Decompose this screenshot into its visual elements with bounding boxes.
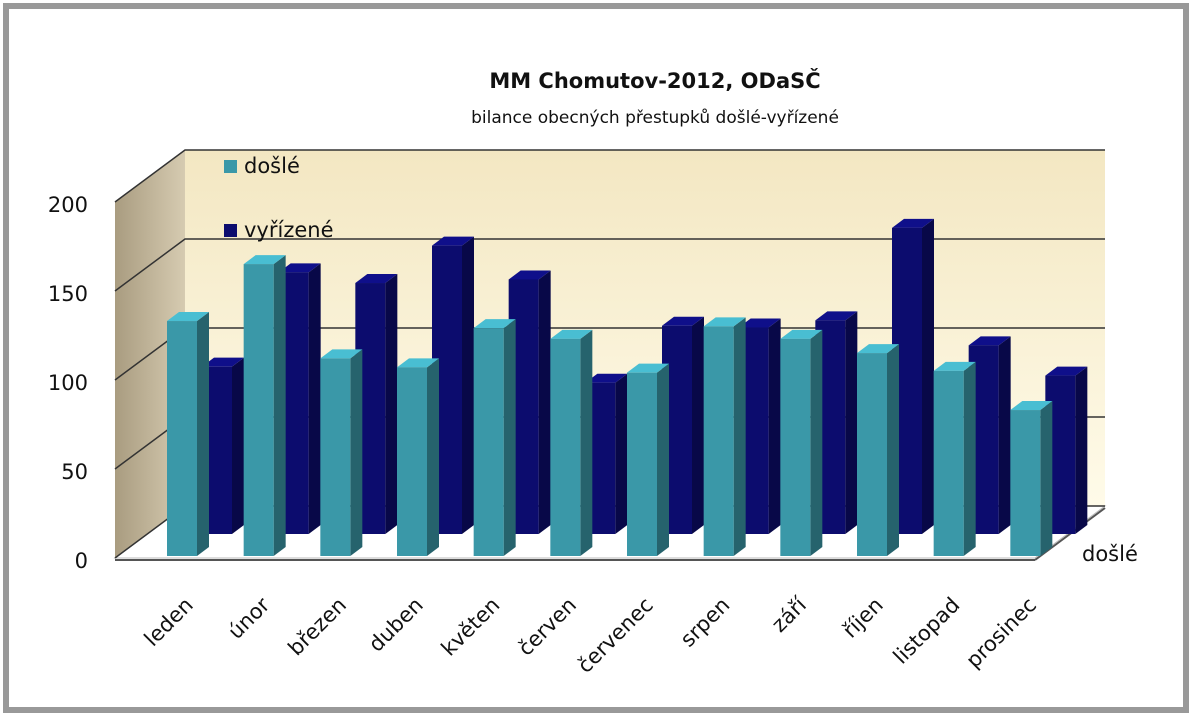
- legend-swatch: [224, 224, 237, 237]
- bar-top: [892, 218, 934, 228]
- bar-top: [738, 318, 781, 328]
- bar: [397, 367, 427, 556]
- bar-side: [385, 274, 398, 534]
- bar-side: [308, 263, 321, 534]
- bar: [703, 326, 734, 556]
- bar: [320, 358, 351, 556]
- bar: [780, 338, 811, 556]
- bar-side: [887, 344, 899, 556]
- y-tick-label: 150: [48, 282, 88, 306]
- bar-top: [167, 312, 209, 322]
- chart-subtitle: bilance obecných přestupků došlé-vyřízen…: [471, 108, 839, 128]
- bar-side: [232, 357, 244, 534]
- grid-line: [114, 149, 1105, 203]
- chart-title: MM Chomutov-2012, ODaSČ: [489, 68, 820, 93]
- bar-side: [692, 316, 704, 534]
- bar-top: [550, 329, 593, 339]
- bar-side: [768, 318, 781, 534]
- bar-top: [355, 274, 398, 284]
- bar-top: [202, 357, 244, 367]
- bar-side: [197, 312, 209, 556]
- bar: [933, 370, 964, 556]
- y-tick-label: 0: [75, 549, 88, 573]
- bar-side: [350, 349, 363, 556]
- bar-top: [397, 358, 439, 368]
- bar-side: [845, 311, 858, 534]
- bar-side: [657, 363, 669, 556]
- bar-top: [473, 319, 516, 329]
- legend-label: vyřízené: [244, 218, 334, 242]
- bar-top: [320, 349, 363, 359]
- bar: [167, 321, 197, 556]
- bar-side: [580, 329, 593, 556]
- bar-side: [503, 319, 516, 556]
- bar-side: [273, 255, 286, 556]
- bar-side: [963, 361, 976, 556]
- y-tick-label: 50: [61, 460, 88, 484]
- bar-side: [733, 317, 746, 556]
- bar: [857, 353, 887, 556]
- bar-top: [968, 336, 1011, 346]
- bar-top: [432, 236, 474, 246]
- bar-side: [538, 270, 551, 534]
- y-tick-label: 100: [48, 371, 88, 395]
- bar-top: [508, 270, 551, 280]
- grid-line: [114, 238, 1105, 292]
- bar-side: [998, 336, 1011, 534]
- bar-top: [243, 255, 286, 265]
- bar-side: [810, 329, 823, 556]
- bar-top: [857, 344, 899, 354]
- legend-swatch: [224, 160, 237, 173]
- bar-top: [815, 311, 858, 321]
- bar-top: [1010, 401, 1053, 411]
- bar-top: [585, 373, 628, 383]
- bar-side: [462, 236, 474, 534]
- legend-label: došlé: [244, 154, 300, 178]
- bar: [473, 328, 504, 556]
- bar-top: [703, 317, 746, 327]
- bar: [627, 372, 657, 556]
- bar-top: [662, 316, 704, 326]
- depth-label: došlé: [1082, 542, 1138, 566]
- bar-side: [427, 358, 439, 556]
- bar-top: [1045, 366, 1088, 376]
- bar-top: [933, 361, 976, 371]
- bar-side: [615, 373, 628, 534]
- bar-side: [1040, 401, 1053, 556]
- bar-top: [627, 363, 669, 373]
- bar-top: [780, 329, 823, 339]
- y-tick-label: 200: [48, 193, 88, 217]
- bar: [243, 264, 274, 556]
- bar: [1010, 410, 1041, 556]
- bar-side: [1075, 366, 1088, 534]
- bar-top: [278, 263, 321, 273]
- bar: [550, 338, 581, 556]
- bar-side: [922, 218, 934, 534]
